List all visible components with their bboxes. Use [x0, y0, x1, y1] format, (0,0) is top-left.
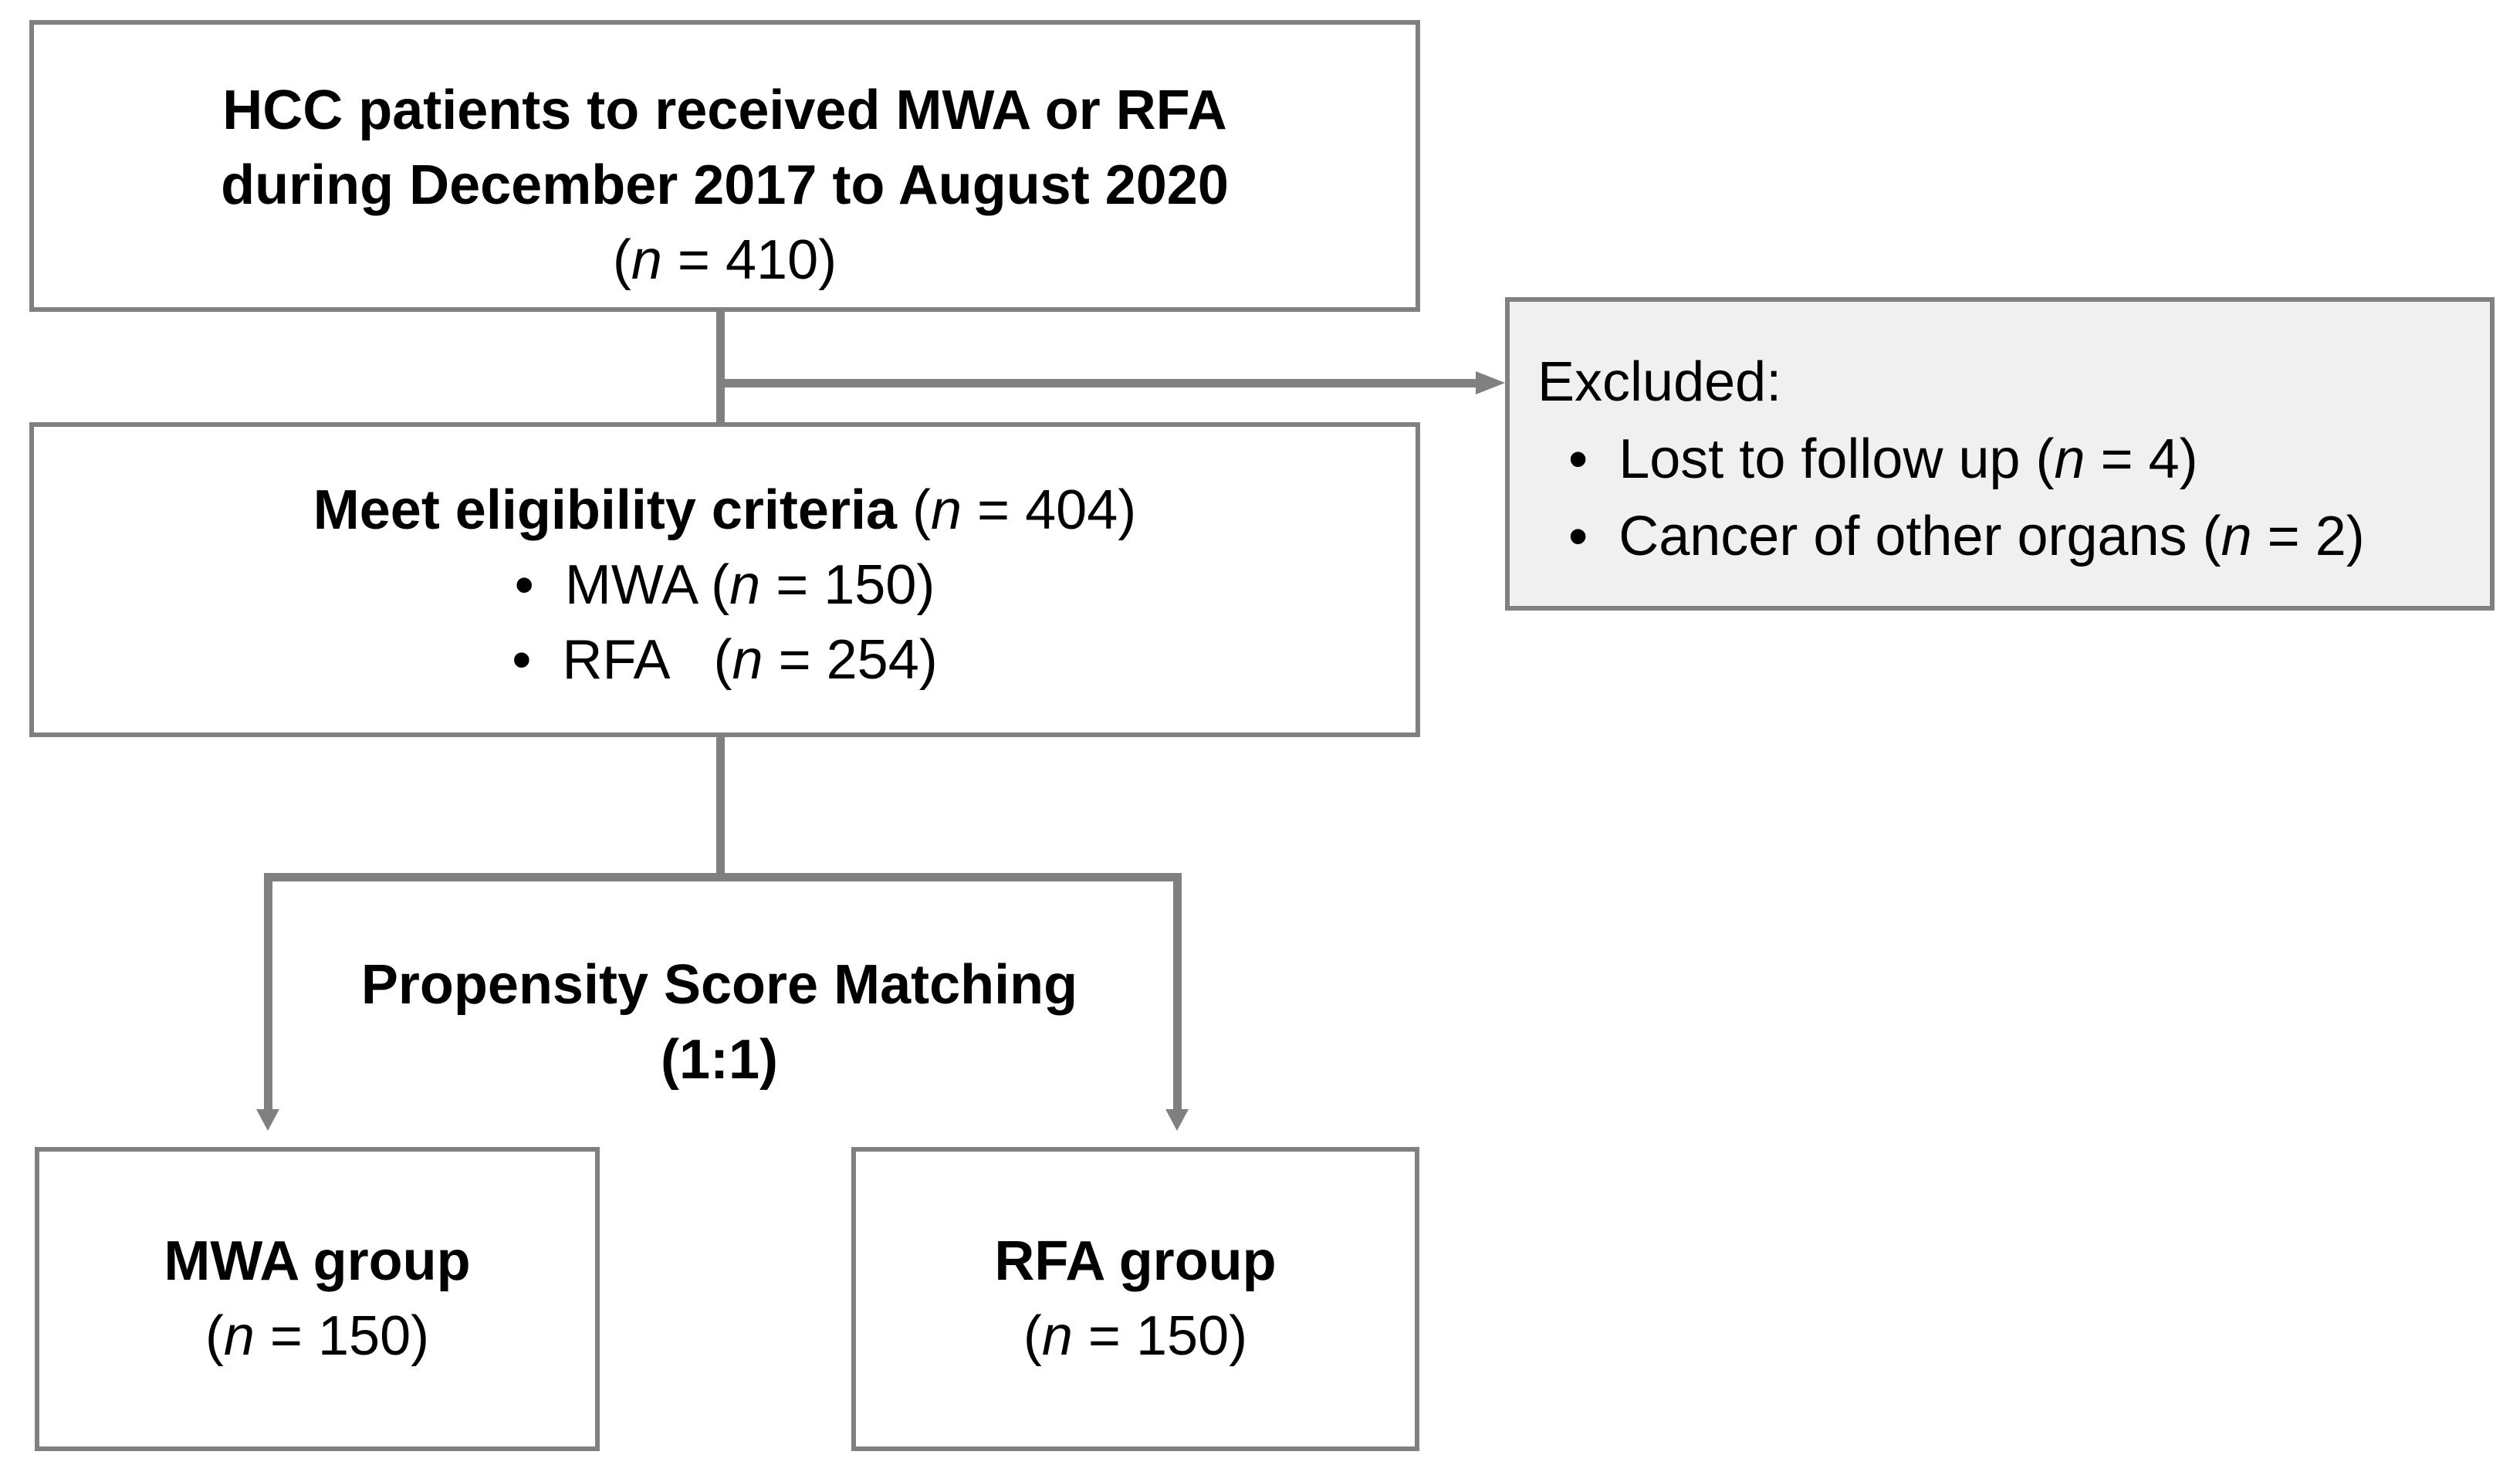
rfa-group-title: RFA group [994, 1230, 1277, 1292]
mwa-group-count: (n = 150) [205, 1305, 430, 1367]
mwa-group-box: MWA group (n = 150) [35, 1147, 600, 1451]
eligibility-box: Meet eligibility criteria (n = 404) • MW… [29, 422, 1420, 737]
excluded-bullet-lost-to-follow-up: • Lost to follow up (n = 4) [1568, 428, 2198, 490]
top-box-count: (n = 410) [612, 228, 837, 291]
connector-bottom-stem [716, 737, 725, 881]
connector-split-bar [264, 873, 1182, 881]
connector-top-stem [716, 312, 725, 422]
top-box-line2: during December 2017 to August 2020 [221, 154, 1229, 216]
excluded-bullet-cancer-other-organs: • Cancer of other organs (n = 2) [1568, 506, 2365, 567]
connector-right-drop [1173, 873, 1182, 1109]
eligibility-bullet-rfa: • RFA (n = 254) [512, 628, 938, 691]
arrowhead-right-icon [1476, 371, 1505, 394]
eligibility-heading: Meet eligibility criteria (n = 404) [313, 479, 1137, 541]
matching-label: Propensity Score Matching (1:1) [179, 948, 1260, 1098]
arrowhead-down-left-icon [256, 1109, 279, 1131]
top-box: HCC patients to received MWA or RFA duri… [29, 20, 1420, 312]
excluded-title: Excluded: [1537, 351, 1782, 413]
matching-label-line1: Propensity Score Matching [360, 954, 1078, 1016]
excluded-box: Excluded: • Lost to follow up (n = 4) • … [1505, 297, 2495, 611]
connector-excluded-branch [716, 379, 1477, 387]
eligibility-bullet-mwa: • MWA (n = 150) [514, 553, 935, 616]
top-box-line1: HCC patients to received MWA or RFA [222, 79, 1227, 141]
arrowhead-down-right-icon [1165, 1109, 1189, 1131]
connector-left-drop [264, 873, 272, 1109]
matching-label-line2: (1:1) [660, 1029, 778, 1091]
mwa-group-title: MWA group [164, 1230, 471, 1292]
rfa-group-count: (n = 150) [1023, 1305, 1248, 1367]
rfa-group-box: RFA group (n = 150) [851, 1147, 1419, 1451]
